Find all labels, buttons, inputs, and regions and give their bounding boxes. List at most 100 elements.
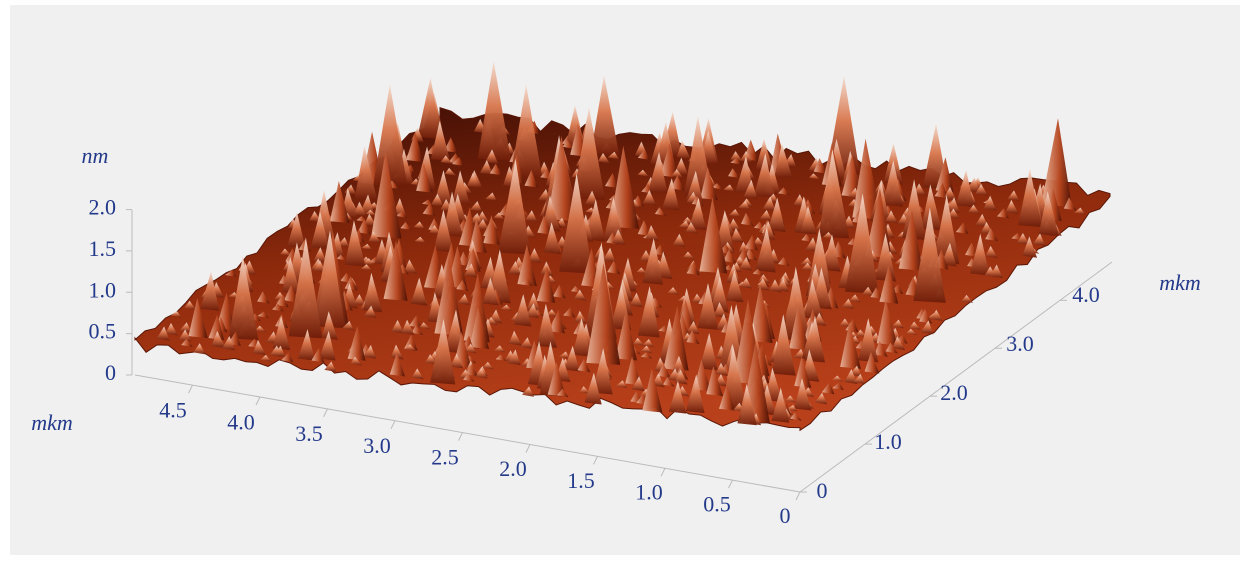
surface-spike	[577, 358, 591, 373]
surface-spike	[849, 294, 861, 303]
surface-spike	[391, 320, 405, 334]
surface-spike	[822, 234, 841, 272]
surface-spike	[930, 309, 943, 321]
surface-spike	[522, 386, 535, 397]
surface-spike	[574, 310, 588, 324]
surface-spike	[404, 259, 418, 274]
x-tick	[728, 479, 733, 489]
surface-spike	[767, 197, 786, 233]
surface-spike	[573, 107, 606, 201]
surface-spike	[318, 330, 336, 361]
x-axis-line	[134, 374, 801, 493]
surface-spike	[686, 321, 700, 335]
surface-spike	[592, 348, 613, 395]
surface-spike	[876, 299, 898, 346]
surface-spike	[498, 158, 531, 255]
surface-spike	[284, 284, 298, 303]
surface-spike	[225, 269, 237, 278]
surface-spike	[794, 378, 812, 411]
surface-spike	[272, 315, 291, 351]
surface-spike	[853, 373, 866, 385]
surface-spike	[882, 160, 904, 207]
x-tick-label: 4.0	[227, 409, 255, 434]
surface-spike	[590, 75, 620, 156]
surface-spike	[525, 303, 539, 319]
surface-spike	[363, 305, 377, 318]
surface-spike	[178, 329, 192, 342]
surface-spike	[1032, 233, 1046, 246]
surface-spike	[790, 412, 802, 421]
surface-spike	[844, 369, 858, 384]
surface-spike	[633, 337, 645, 346]
surface-spike	[479, 160, 493, 175]
y-tick-label: 3.0	[1006, 331, 1034, 356]
surface-spike	[368, 231, 381, 244]
surface-spike	[670, 175, 685, 191]
x-tick-label: 2.5	[431, 445, 459, 470]
surface-spike	[771, 387, 790, 423]
surface-spike	[463, 273, 490, 343]
surface-spike	[452, 156, 464, 166]
surface-spike	[813, 158, 827, 174]
surface-spike	[657, 363, 671, 378]
surface-spike	[604, 173, 619, 188]
surface-spike	[260, 354, 272, 362]
surface-spike	[409, 315, 422, 328]
surface-spike	[785, 395, 797, 403]
surface-spike	[188, 297, 208, 339]
surface-spike	[686, 260, 700, 276]
surface-spike	[769, 279, 782, 293]
surface-spike	[864, 351, 880, 374]
surface-spike	[422, 202, 436, 216]
surface-spike	[170, 311, 182, 318]
surface-spike	[493, 212, 505, 220]
surface-spike	[200, 271, 220, 311]
surface-spike	[1063, 197, 1077, 211]
surface-spike	[642, 190, 657, 206]
surface-spike	[389, 352, 406, 377]
surface-spike	[862, 286, 874, 297]
surface-spike	[858, 318, 879, 363]
surface-spike	[469, 307, 490, 349]
surface-spike	[584, 372, 602, 405]
surface-spike	[801, 233, 814, 243]
surface-spike	[536, 265, 556, 303]
surface-spike	[269, 345, 283, 358]
surface-spike	[280, 248, 292, 256]
y-tick-label: 4.0	[1072, 282, 1100, 307]
surface-spike	[257, 291, 270, 304]
surface-spike	[753, 153, 775, 198]
surface-spike	[782, 266, 810, 342]
surface-spike	[612, 229, 626, 245]
surface-spike	[685, 221, 698, 234]
surface-spike	[310, 211, 330, 250]
z-axis-label: nm	[82, 143, 109, 168]
surface-spike	[1018, 168, 1042, 228]
surface-spike	[165, 322, 178, 336]
surface-spike	[921, 184, 942, 231]
surface-spike	[723, 249, 737, 264]
surface-spike	[526, 292, 541, 313]
surface-spike	[464, 343, 477, 354]
surface-spike	[645, 225, 659, 241]
surface-spike	[852, 138, 882, 220]
surface-spike	[879, 265, 899, 304]
surface-spike	[452, 170, 470, 205]
surface-spike	[156, 326, 170, 341]
surface-spike	[699, 197, 728, 274]
surface-spike	[257, 311, 269, 319]
surface-spike	[344, 276, 358, 291]
surface-spike	[450, 353, 464, 369]
surface-spike	[965, 242, 979, 257]
surface-spike	[832, 375, 844, 382]
surface-spike	[574, 289, 587, 301]
surface-spike	[933, 194, 960, 265]
surface-spike	[607, 151, 620, 160]
surface-spike	[482, 277, 499, 306]
surface-spike	[641, 184, 654, 194]
x-tick-label: 4.5	[159, 398, 187, 423]
surface-spike	[755, 226, 776, 273]
surface-spike	[564, 345, 580, 372]
surface-spike	[562, 140, 574, 149]
y-tick-label: 0	[817, 478, 828, 503]
